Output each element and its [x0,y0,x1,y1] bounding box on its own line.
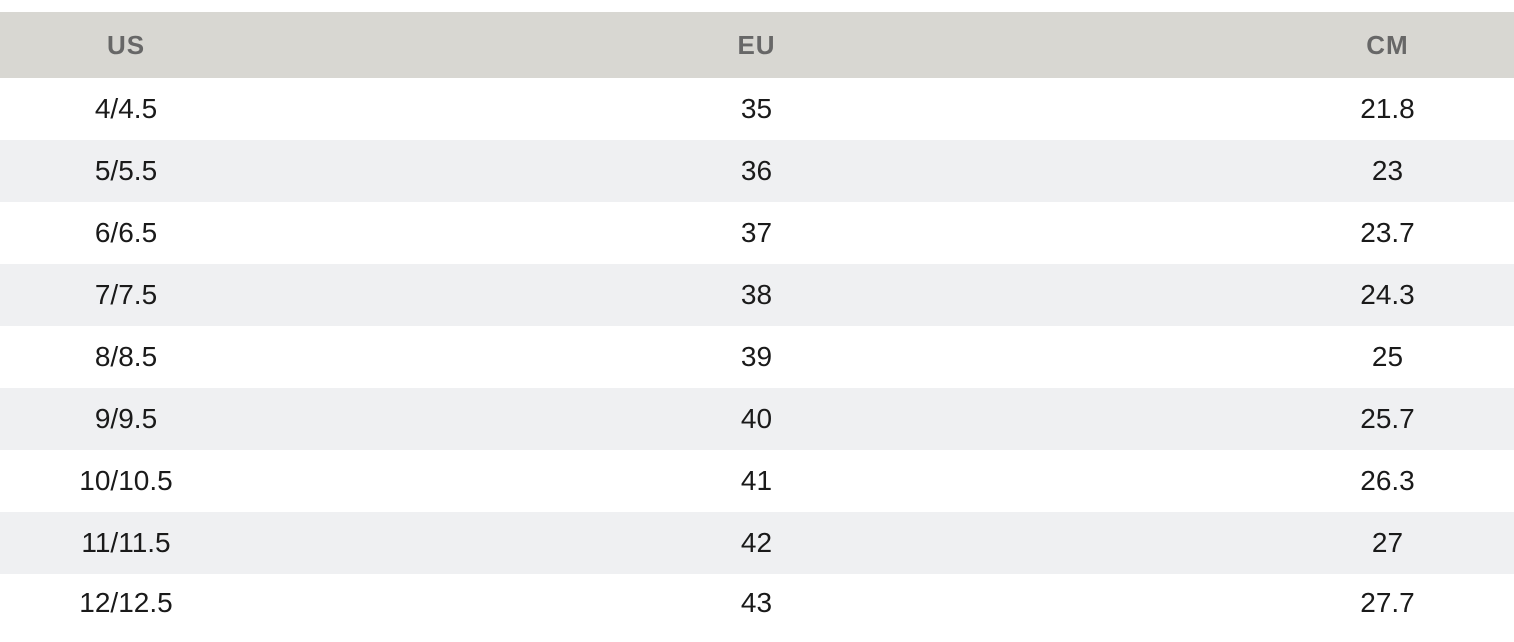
table-row: 6/6.5 37 23.7 [0,202,1514,264]
cell-cm: 25 [1371,341,1404,372]
header-cm: CM [1366,29,1409,60]
table-row: 11/11.5 42 27 [0,512,1514,574]
table-row: 12/12.5 43 27.7 [0,574,1514,632]
cell-cm: 27 [1371,527,1404,558]
header-row: US EU CM [0,12,1514,78]
cell-us: 9/9.5 [94,403,158,434]
cell-us: 11/11.5 [81,527,171,558]
table-row: 8/8.5 39 25 [0,326,1514,388]
size-table: US EU CM 4/4.5 35 21.8 5/5.5 36 23 6/6.5… [0,12,1514,632]
cell-us: 6/6.5 [94,217,158,248]
table-row: 7/7.5 38 24.3 [0,264,1514,326]
cell-cm: 26.3 [1360,465,1415,496]
cell-cm: 27.7 [1360,587,1415,618]
cell-eu: 39 [740,341,773,372]
cell-us: 10/10.5 [79,465,173,496]
cell-us: 12/12.5 [79,587,173,618]
cell-eu: 35 [740,93,773,124]
cell-eu: 37 [740,217,773,248]
cell-us: 5/5.5 [94,155,158,186]
cell-us: 7/7.5 [94,279,158,310]
cell-eu: 38 [740,279,773,310]
table-header: US EU CM [0,12,1514,78]
table-row: 9/9.5 40 25.7 [0,388,1514,450]
cell-eu: 40 [740,403,773,434]
table-row: 5/5.5 36 23 [0,140,1514,202]
cell-eu: 36 [740,155,773,186]
table-row: 10/10.5 41 26.3 [0,450,1514,512]
cell-cm: 23 [1371,155,1404,186]
cell-cm: 24.3 [1360,279,1415,310]
cell-us: 4/4.5 [94,93,158,124]
cell-us: 8/8.5 [94,341,158,372]
table-row: 4/4.5 35 21.8 [0,78,1514,140]
cell-cm: 21.8 [1360,93,1415,124]
cell-eu: 42 [740,527,773,558]
size-chart: US EU CM 4/4.5 35 21.8 5/5.5 36 23 6/6.5… [0,12,1514,632]
cell-cm: 25.7 [1360,403,1415,434]
cell-eu: 41 [740,465,773,496]
cell-eu: 43 [740,587,773,618]
cell-cm: 23.7 [1360,217,1415,248]
header-eu: EU [737,29,776,60]
table-body: 4/4.5 35 21.8 5/5.5 36 23 6/6.5 37 23.7 … [0,78,1514,632]
header-us: US [106,29,146,60]
